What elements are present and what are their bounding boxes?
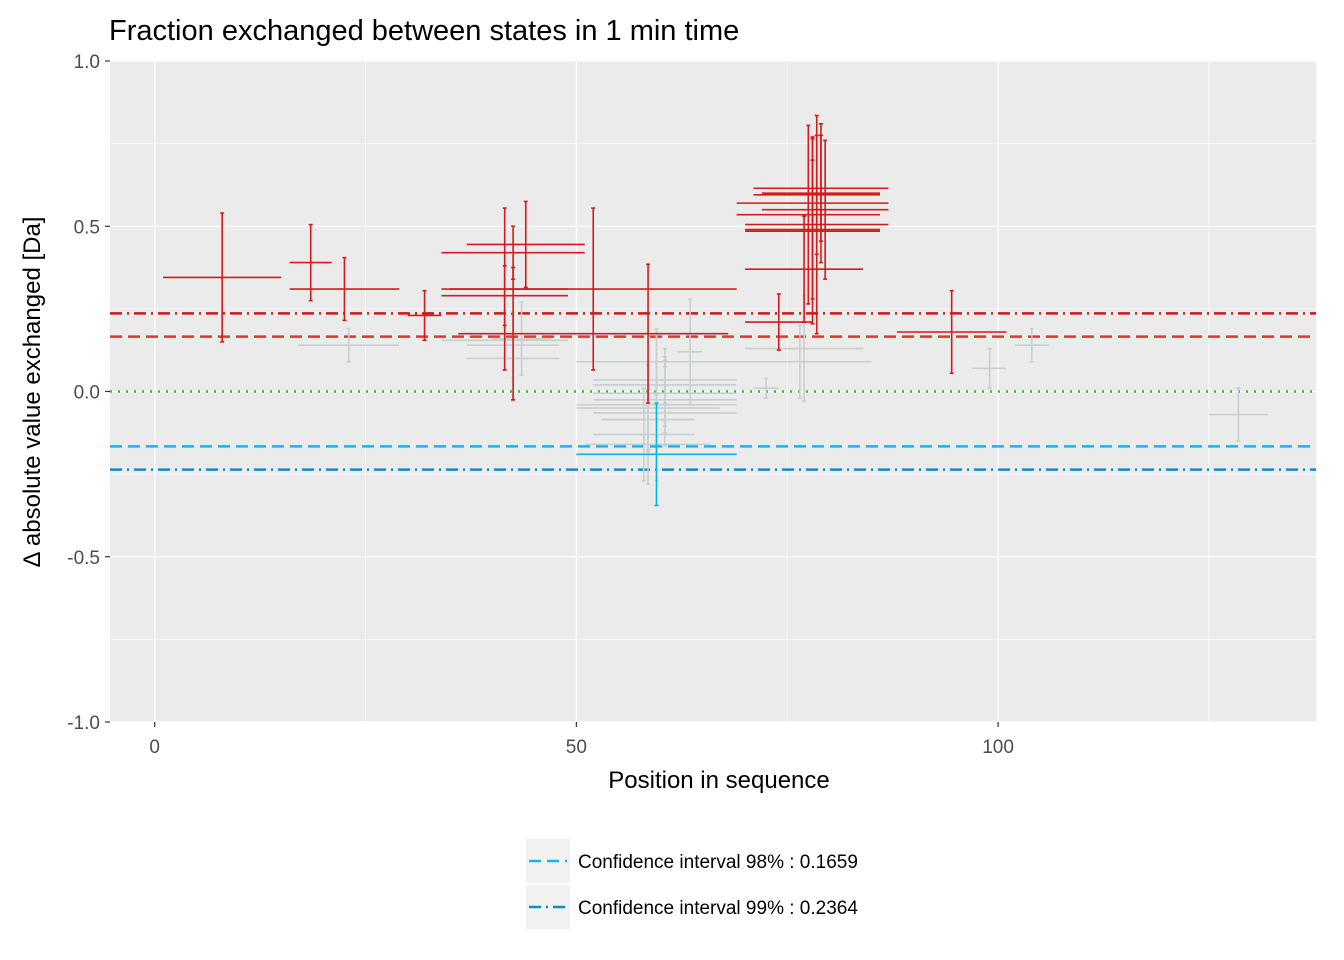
- y-tick-label: -0.5: [67, 548, 100, 569]
- data-point-37: [736, 124, 880, 305]
- data-point-4: [407, 289, 442, 342]
- data-point-43: [896, 289, 1007, 375]
- x-tick-label: 0: [149, 737, 160, 758]
- data-point-28: [677, 298, 703, 406]
- data-point-8: [441, 265, 568, 327]
- reference-lines: [110, 312, 1316, 471]
- data-point-44: [972, 347, 1007, 389]
- data-point-32: [745, 293, 813, 351]
- data-points: [163, 114, 1268, 507]
- data-point-38: [761, 139, 889, 280]
- data-point-1: [289, 223, 332, 302]
- data-point-17: [576, 402, 737, 507]
- data-point-39: [736, 136, 889, 271]
- data-point-33: [745, 215, 864, 323]
- data-point-40: [753, 134, 880, 256]
- y-tick-label: -1.0: [67, 713, 100, 734]
- data-point-2: [289, 256, 400, 322]
- chart-title: Fraction exchanged between states in 1 m…: [109, 15, 739, 47]
- x-tick-label: 50: [566, 737, 587, 758]
- data-point-42: [753, 134, 889, 242]
- data-point-29: [753, 377, 779, 399]
- legend: Confidence interval 98% : 0.1659 Confide…: [526, 839, 858, 929]
- y-axis-title: Δ absolute value exchanged [Da]: [19, 217, 46, 568]
- data-point-13: [492, 301, 552, 376]
- axes: -1.0 -0.5 0.0 0.5 1.0 0 50 100: [67, 52, 1014, 758]
- data-point-6: [466, 200, 585, 289]
- legend-item-ci98: Confidence interval 98% : 0.1659: [526, 839, 858, 883]
- y-tick-label: 1.0: [74, 52, 100, 73]
- data-point-30: [728, 324, 872, 399]
- x-tick-label: 100: [982, 737, 1014, 758]
- legend-label-ci99: Confidence interval 99% : 0.2364: [578, 898, 858, 919]
- data-point-0: [163, 212, 282, 343]
- legend-item-ci99: Confidence interval 99% : 0.2364: [526, 885, 858, 929]
- data-point-14: [449, 207, 737, 371]
- data-point-15: [567, 263, 729, 404]
- data-point-45: [1014, 327, 1049, 363]
- data-point-25: [593, 387, 695, 482]
- data-point-3: [298, 327, 400, 363]
- x-axis-title: Position in sequence: [608, 767, 829, 794]
- legend-label-ci98: Confidence interval 98% : 0.1659: [578, 852, 858, 873]
- y-tick-label: 0.0: [74, 383, 100, 404]
- y-tick-label: 0.5: [74, 217, 100, 238]
- data-point-46: [1208, 387, 1268, 442]
